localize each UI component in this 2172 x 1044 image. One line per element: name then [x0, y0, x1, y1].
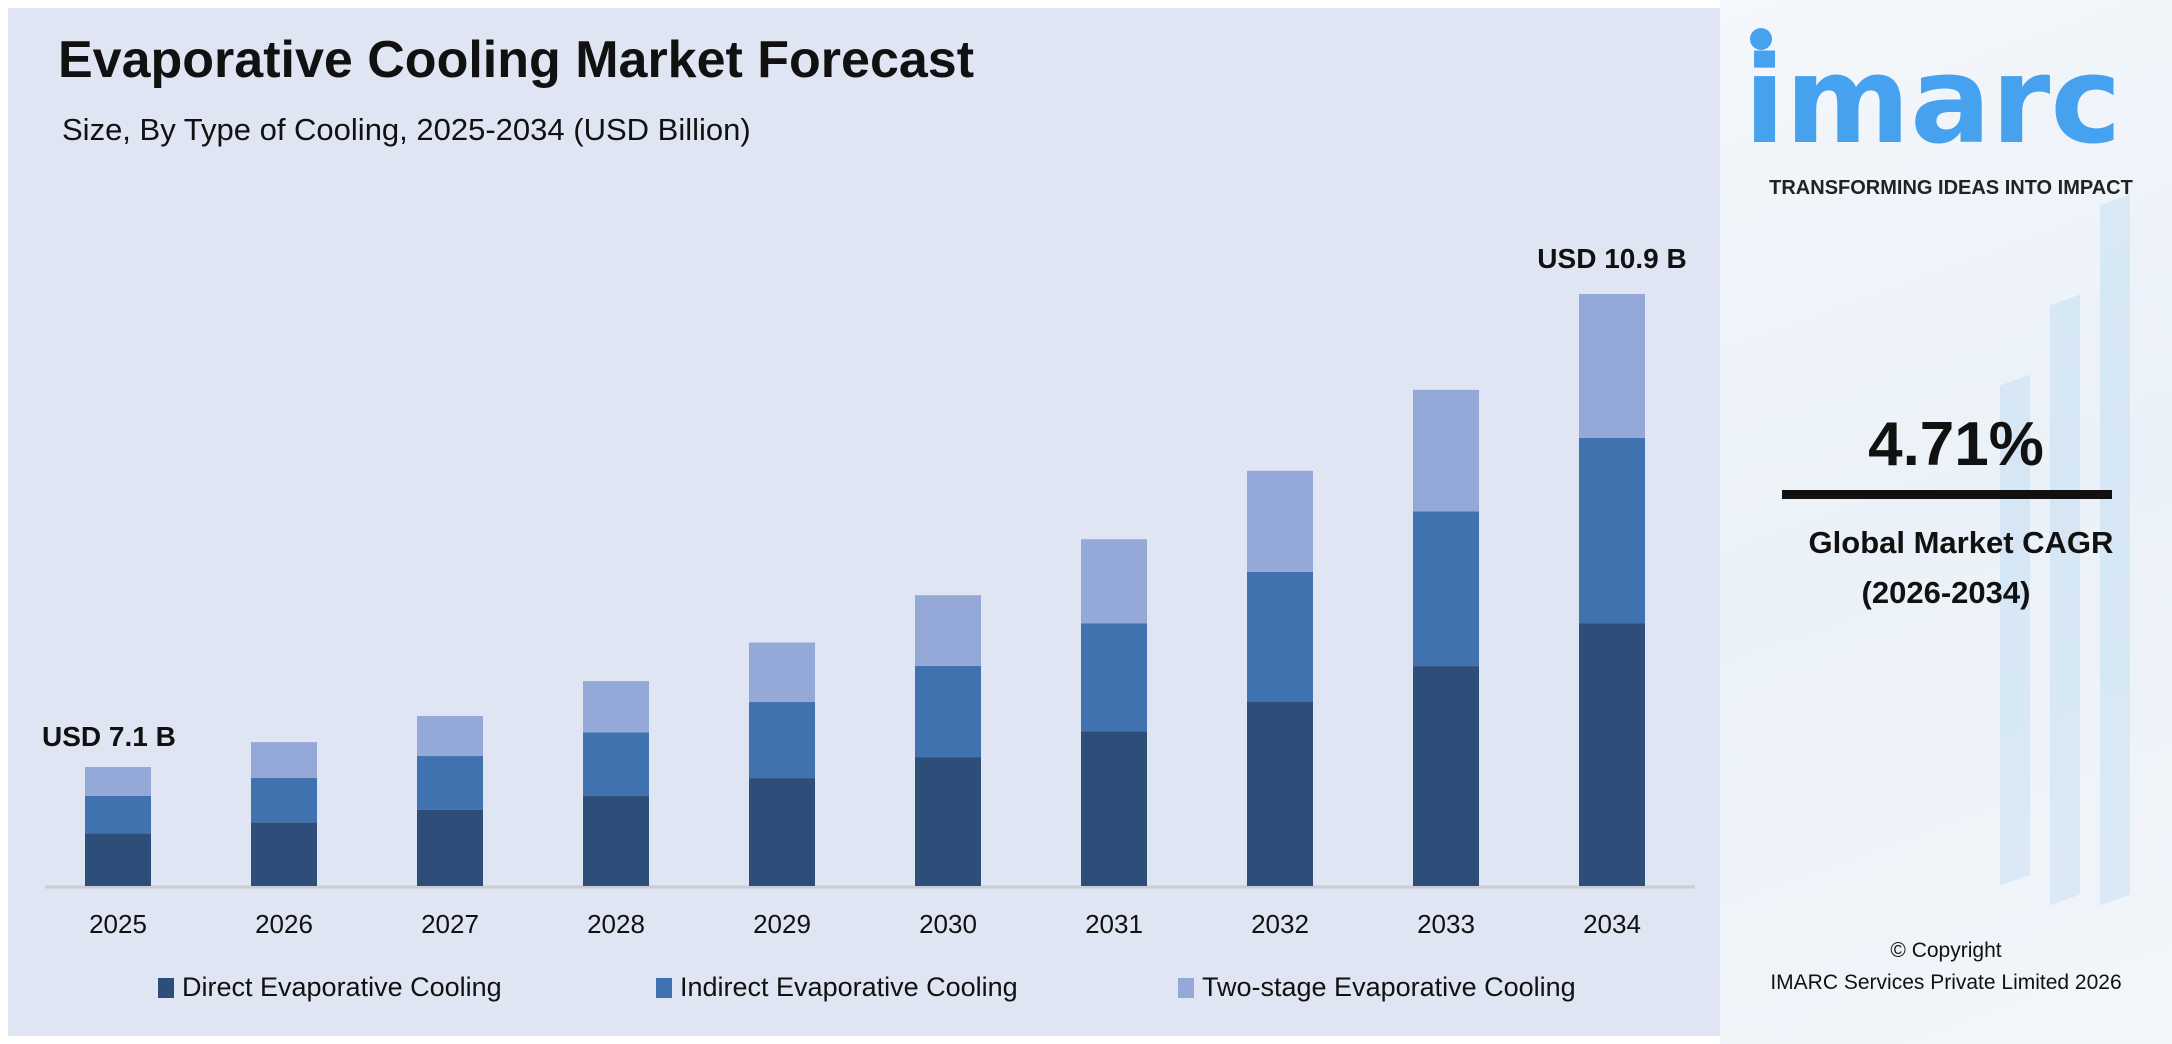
x-tick-label: 2034: [1583, 909, 1641, 939]
copyright-company: IMARC Services Private Limited 2026: [1770, 971, 2122, 994]
bar-segment-2030-s0: [915, 757, 981, 886]
bar-segment-2031-s0: [1081, 731, 1147, 886]
x-tick-label: 2029: [753, 909, 811, 939]
bar-segment-2034-s2: [1579, 294, 1645, 438]
bar-segment-2032-s1: [1247, 571, 1313, 703]
x-tick-label: 2028: [587, 909, 645, 939]
bar-segment-2026-s2: [251, 742, 317, 778]
stacked-bar-chart: 2025 USD 7.1 B 2026 2027 2028 2029 2030 2031 203…: [42, 243, 1695, 1002]
bar-segment-2027-s0: [417, 809, 483, 886]
bar-segment-2033-s0: [1413, 666, 1479, 886]
bar-segment-2032-s0: [1247, 702, 1313, 886]
x-tick-label: 2030: [919, 909, 977, 939]
x-tick-label: 2031: [1085, 909, 1143, 939]
bar-segment-2029-s2: [749, 642, 815, 703]
brand-tagline: TRANSFORMING IDEAS INTO IMPACT: [1769, 177, 2133, 199]
cagr-label: Global Market CAGR: [1808, 525, 2114, 560]
legend-label: Direct Evaporative Cooling: [182, 972, 502, 1002]
total-label: USD 7.1 B: [42, 721, 176, 752]
x-tick-label: 2032: [1251, 909, 1309, 939]
bar-segment-2031-s1: [1081, 623, 1147, 732]
bar-segment-2033-s1: [1413, 511, 1479, 667]
bar-segment-2028-s2: [583, 681, 649, 733]
legend-label: Two-stage Evaporative Cooling: [1202, 972, 1576, 1002]
bar-segment-2026-s0: [251, 822, 317, 886]
chart-subtitle: Size, By Type of Cooling, 2025-2034 (USD…: [62, 112, 751, 147]
copyright-line: © Copyright: [1890, 939, 2002, 962]
bar-segment-2025-s1: [85, 795, 151, 834]
bar-segment-2026-s1: [251, 777, 317, 823]
bar-segment-2027-s2: [417, 715, 483, 757]
legend-swatch-0: [158, 978, 174, 998]
legend-swatch-2: [1178, 978, 1194, 998]
x-tick-label: 2026: [255, 909, 313, 939]
bar-segment-2025-s0: [85, 833, 151, 886]
bar-segment-2034-s1: [1579, 437, 1645, 624]
x-tick-label: 2027: [421, 909, 479, 939]
legend-swatch-1: [656, 978, 672, 998]
cagr-period: (2026-2034): [1861, 575, 2031, 610]
total-label: USD 10.9 B: [1537, 243, 1686, 274]
bar-segment-2028-s1: [583, 732, 649, 797]
legend-label: Indirect Evaporative Cooling: [680, 972, 1018, 1002]
x-tick-label: 2033: [1417, 909, 1475, 939]
bar-segment-2028-s0: [583, 796, 649, 886]
brand-panel: imarc TRANSFORMING IDEAS INTO IMPACT 4.7…: [1720, 0, 2172, 1044]
cagr-value: 4.71%: [1868, 410, 2044, 479]
imarc-logo: imarc: [1744, 32, 2122, 171]
bar-segment-2027-s1: [417, 756, 483, 810]
bar-segment-2025-s2: [85, 767, 151, 796]
cagr-divider: [1782, 490, 2112, 499]
logo-dot: [1750, 28, 1772, 50]
x-tick-label: 2025: [89, 909, 147, 939]
bar-segment-2034-s0: [1579, 623, 1645, 886]
bar-segment-2033-s2: [1413, 389, 1479, 512]
bar-segment-2029-s0: [749, 778, 815, 886]
bar-segment-2029-s1: [749, 702, 815, 779]
bar-segment-2032-s2: [1247, 470, 1313, 572]
bar-segment-2030-s2: [915, 595, 981, 666]
chart-title: Evaporative Cooling Market Forecast: [58, 31, 975, 89]
bar-segment-2031-s2: [1081, 539, 1147, 624]
bar-segment-2030-s1: [915, 665, 981, 758]
